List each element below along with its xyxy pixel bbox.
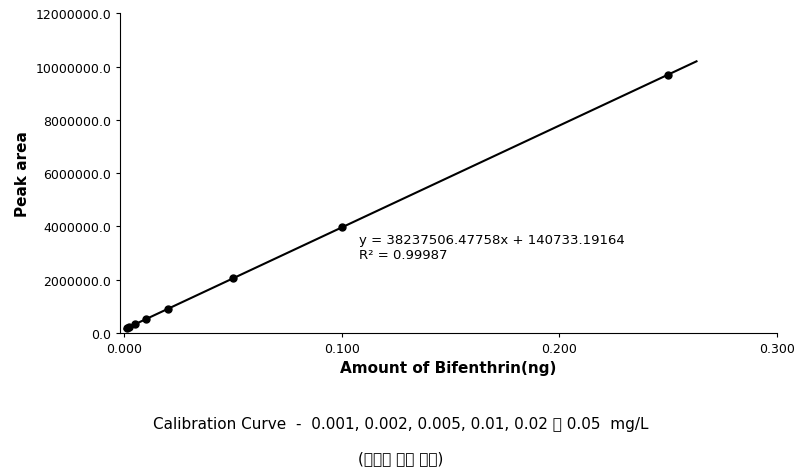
Text: y = 38237506.47758x + 140733.19164
R² = 0.99987: y = 38237506.47758x + 140733.19164 R² = … — [360, 234, 625, 261]
Y-axis label: Peak area: Peak area — [14, 131, 30, 217]
Point — [123, 324, 135, 331]
Point — [162, 305, 175, 313]
Point — [227, 275, 239, 282]
Point — [120, 325, 133, 332]
Text: Calibration Curve  -  0.001, 0.002, 0.005, 0.01, 0.02 싰 0.05  mg/L: Calibration Curve - 0.001, 0.002, 0.005,… — [153, 416, 648, 431]
Point — [336, 224, 348, 232]
Point — [140, 316, 153, 323]
Text: (회수율 시험 적용): (회수율 시험 적용) — [358, 450, 443, 465]
X-axis label: Amount of Bifenthrin(ng): Amount of Bifenthrin(ng) — [340, 361, 557, 376]
Point — [662, 71, 674, 79]
Point — [129, 320, 142, 328]
